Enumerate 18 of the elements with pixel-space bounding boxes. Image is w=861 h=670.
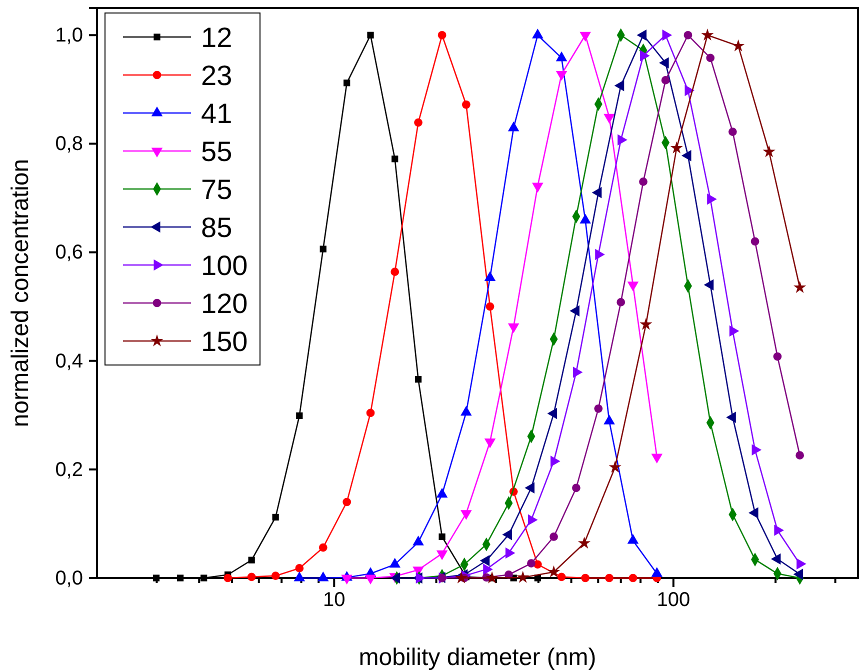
- legend-label: 55: [201, 136, 232, 167]
- y-axis-title: normalized concentration: [7, 158, 34, 428]
- legend-label: 100: [201, 250, 248, 281]
- y-tick-label: 0,8: [55, 133, 83, 156]
- y-tick-label: 0,4: [55, 350, 83, 372]
- y-tick-label: 0,6: [55, 242, 83, 264]
- y-tick-label: 1,0: [55, 24, 83, 47]
- legend-label: 150: [201, 326, 248, 357]
- legend-label: 85: [201, 212, 232, 243]
- legend-label: 41: [201, 98, 232, 129]
- x-tick-label: 10: [323, 589, 346, 612]
- legend-label: 120: [201, 288, 248, 319]
- legend-label: 23: [201, 60, 232, 91]
- y-tick-label: 0,0: [55, 567, 83, 590]
- legend-label: 75: [201, 174, 232, 205]
- legend-label: 12: [201, 22, 232, 53]
- x-axis-title: mobility diameter (nm): [358, 644, 596, 670]
- y-tick-label: 0,2: [55, 458, 83, 481]
